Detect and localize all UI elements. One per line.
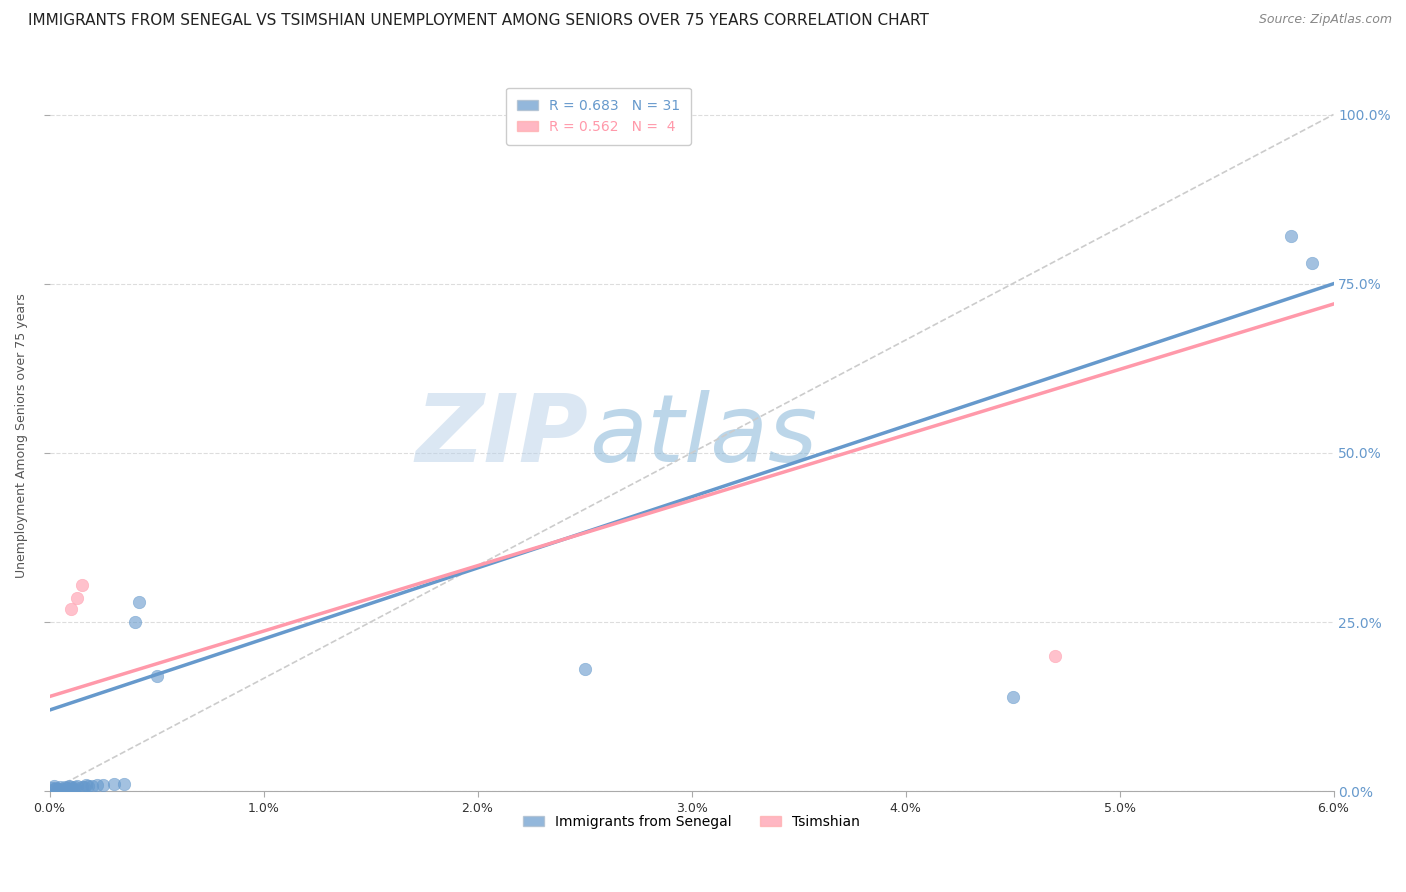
- Point: [128, 595, 150, 609]
- Point: [42, 779, 65, 793]
- Point: [73, 780, 96, 794]
- Legend: Immigrants from Senegal, Tsimshian: Immigrants from Senegal, Tsimshian: [517, 809, 865, 834]
- Point: [41, 780, 63, 795]
- Point: [58, 779, 80, 793]
- Point: [124, 615, 146, 629]
- Point: [55, 780, 77, 795]
- Point: [45, 780, 67, 795]
- Text: IMMIGRANTS FROM SENEGAL VS TSIMSHIAN UNEMPLOYMENT AMONG SENIORS OVER 75 YEARS CO: IMMIGRANTS FROM SENEGAL VS TSIMSHIAN UNE…: [28, 13, 929, 29]
- Point: [51, 781, 73, 796]
- Point: [86, 778, 108, 792]
- Text: atlas: atlas: [589, 391, 817, 482]
- Point: [46, 782, 69, 797]
- Point: [1001, 690, 1024, 704]
- Point: [82, 779, 104, 793]
- Point: [53, 780, 76, 795]
- Point: [574, 663, 596, 677]
- Point: [59, 780, 82, 794]
- Point: [1045, 648, 1067, 663]
- Point: [62, 780, 84, 795]
- Point: [59, 601, 82, 615]
- Point: [1301, 256, 1323, 270]
- Point: [70, 578, 93, 592]
- Point: [1279, 229, 1302, 244]
- Point: [70, 780, 93, 795]
- Point: [91, 778, 114, 792]
- Point: [103, 777, 125, 791]
- Point: [145, 669, 167, 683]
- Point: [63, 780, 86, 795]
- Y-axis label: Unemployment Among Seniors over 75 years: Unemployment Among Seniors over 75 years: [15, 293, 28, 578]
- Point: [59, 781, 82, 796]
- Point: [66, 779, 89, 793]
- Point: [66, 591, 89, 606]
- Point: [49, 780, 72, 794]
- Point: [75, 778, 97, 792]
- Text: ZIP: ZIP: [416, 390, 589, 482]
- Point: [77, 779, 100, 793]
- Point: [112, 777, 135, 791]
- Text: Source: ZipAtlas.com: Source: ZipAtlas.com: [1258, 13, 1392, 27]
- Point: [42, 782, 65, 797]
